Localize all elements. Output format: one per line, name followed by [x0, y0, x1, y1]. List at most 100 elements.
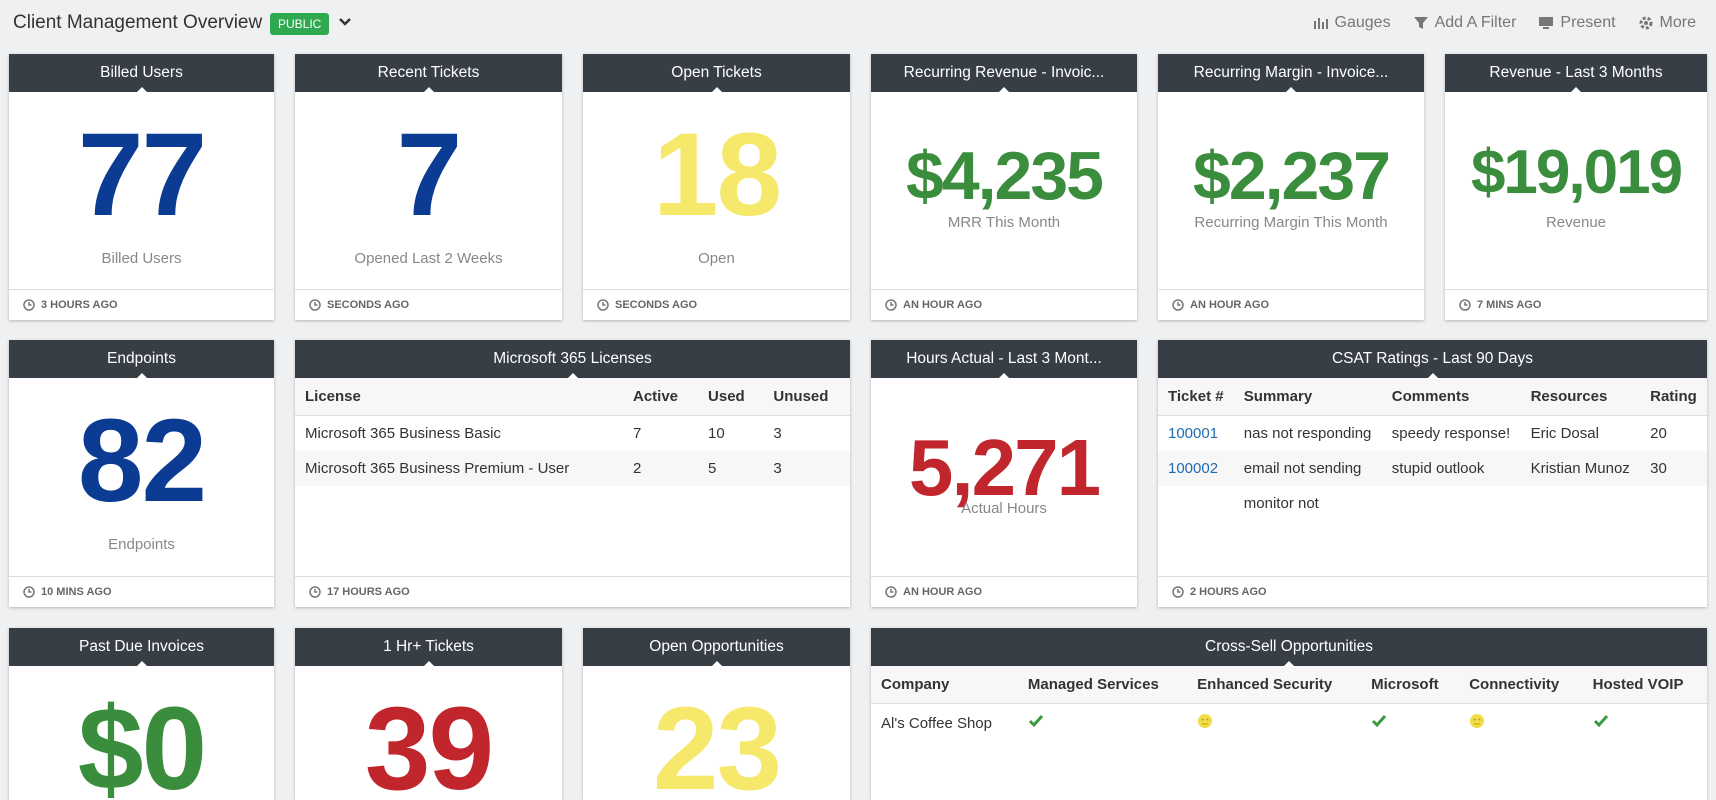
action-icon — [1639, 16, 1653, 30]
metric-caption: Billed Users — [101, 250, 182, 267]
clock-icon — [1459, 299, 1471, 311]
metric-value: 39 — [364, 683, 494, 800]
metric-caption: Endpoints — [108, 536, 175, 553]
visibility-badge[interactable]: PUBLIC — [270, 13, 330, 35]
widget-title: Cross-Sell Opportunities — [871, 628, 1707, 667]
widget-footer: 3 HOURS AGO — [9, 289, 274, 320]
column-header: Rating — [1640, 378, 1707, 416]
ticket-link[interactable]: 100002 — [1168, 460, 1219, 477]
table-cell — [1521, 486, 1641, 521]
widget-footer: 10 MINS AGO — [9, 576, 274, 607]
table-row: Microsoft 365 Business Basic 7 10 3 — [295, 416, 850, 452]
actions: Gauges Add A Filter Present More — [1313, 14, 1696, 32]
widget-footer: AN HOUR AGO — [1158, 289, 1424, 320]
action-icon — [1413, 17, 1428, 29]
table-cell: 100001 — [1158, 416, 1234, 452]
column-header: Active — [622, 378, 699, 416]
neutral-icon — [1198, 714, 1213, 728]
metric-value: $2,237 — [1193, 138, 1391, 214]
table-row: 100001 nas not responding speedy response!… — [1158, 416, 1707, 452]
column-header: Connectivity — [1459, 666, 1583, 704]
updated-time: 10 MINS AGO — [41, 586, 112, 598]
table-cell: 5 — [698, 451, 764, 486]
clock-icon — [885, 299, 897, 311]
table-cell: Kristian Munoz — [1520, 451, 1641, 486]
clock-icon — [1172, 299, 1184, 311]
widget-title: Open Tickets — [583, 54, 850, 93]
status-cell — [1361, 704, 1459, 743]
column-header: License — [295, 378, 623, 416]
metric-value: $0 — [77, 683, 207, 800]
table-cell: Microsoft 365 Business Premium - User — [295, 451, 623, 486]
action-label[interactable]: Present — [1560, 14, 1616, 31]
table-cell: speedy response! — [1391, 425, 1511, 442]
status-cell — [1018, 704, 1187, 743]
table-row: 100002 email not sending stupid outlook Kri… — [1158, 451, 1707, 486]
action-icon — [1539, 17, 1554, 29]
action-label[interactable]: More — [1659, 14, 1696, 31]
widget-title: Recurring Margin - Invoice... — [1158, 54, 1424, 93]
clock-icon — [309, 299, 321, 311]
updated-time: 2 HOURS AGO — [1190, 586, 1267, 598]
widget: Recent Tickets 7 Opened Last 2 Weeks SECOND… — [295, 54, 562, 320]
clock-icon — [309, 586, 321, 598]
data-table: Company Managed Services Enhanced Security… — [871, 666, 1707, 742]
widget: Open Opportunities 23 — [583, 628, 850, 800]
table-cell: 100002 — [1158, 451, 1234, 486]
updated-time: AN HOUR AGO — [903, 586, 983, 598]
widget-title: 1 Hr+ Tickets — [295, 628, 562, 667]
updated-time: SECONDS AGO — [327, 299, 410, 311]
table-row: Microsoft 365 Business Premium - User 2 5 3 — [295, 451, 850, 486]
dropdown-caret[interactable] — [337, 14, 353, 30]
action[interactable]: Gauges — [1313, 14, 1391, 32]
action[interactable]: More — [1638, 14, 1696, 32]
column-header: Enhanced Security — [1187, 666, 1362, 704]
table-cell: email not sending — [1233, 451, 1382, 486]
widget: Recurring Revenue - Invoic... $4,235 MRR T… — [871, 54, 1137, 320]
updated-time: AN HOUR AGO — [903, 299, 983, 311]
company-cell: Al's Coffee Shop — [881, 714, 992, 732]
action[interactable]: Add A Filter — [1413, 14, 1517, 32]
header-row: Company Managed Services Enhanced Security… — [871, 666, 1707, 704]
widget-title: Recurring Revenue - Invoic... — [871, 54, 1137, 93]
widget-footer: AN HOUR AGO — [871, 289, 1137, 320]
action-label[interactable]: Gauges — [1334, 14, 1391, 31]
clock-icon — [1172, 586, 1184, 598]
check-icon — [1593, 715, 1608, 728]
widget: Endpoints 82 Endpoints 10 MINS AGO — [9, 340, 274, 607]
table-cell: 7 — [632, 425, 642, 442]
widget-title: Microsoft 365 Licenses — [295, 340, 850, 379]
widget: Cross-Sell Opportunities Company Managed S… — [871, 628, 1707, 800]
metric-value: $4,235 — [906, 138, 1104, 214]
widget-footer: 2 HOURS AGO — [1158, 576, 1707, 607]
metric-value: 23 — [652, 683, 782, 800]
header-row: Ticket # Summary Comments Resources Rating — [1158, 378, 1707, 416]
widget-title: Recent Tickets — [295, 54, 562, 93]
clock-icon — [885, 586, 897, 598]
metric-value: 7 — [396, 109, 463, 241]
widget-footer: SECONDS AGO — [583, 289, 850, 320]
column-header: Used — [698, 378, 764, 416]
metric-caption: Recurring Margin This Month — [1194, 214, 1388, 231]
metric-caption: Revenue — [1545, 214, 1607, 231]
action[interactable]: Present — [1538, 14, 1616, 32]
metric-caption: Opened Last 2 Weeks — [354, 250, 503, 267]
updated-time: AN HOUR AGO — [1190, 299, 1270, 311]
widget-title: Hours Actual - Last 3 Mont... — [871, 340, 1137, 379]
ticket-link[interactable]: 100001 — [1168, 425, 1219, 442]
column-header: Ticket # — [1158, 378, 1234, 416]
page-title: Client Management Overview — [13, 12, 263, 33]
widget: Open Tickets 18 Open SECONDS AGO — [583, 54, 850, 320]
table-cell: monitor not — [1243, 495, 1319, 512]
clock-icon — [597, 299, 609, 311]
status-cell — [1187, 704, 1361, 743]
action-label[interactable]: Add A Filter — [1434, 14, 1517, 31]
table-cell — [1382, 486, 1521, 521]
column-header: Summary — [1233, 378, 1382, 416]
clock-icon — [23, 299, 35, 311]
widget: Microsoft 365 Licenses License Active Used U… — [295, 340, 850, 607]
metric-value: $19,019 — [1470, 138, 1683, 207]
updated-time: 3 HOURS AGO — [41, 299, 118, 311]
widget-footer: 7 MINS AGO — [1445, 289, 1707, 320]
